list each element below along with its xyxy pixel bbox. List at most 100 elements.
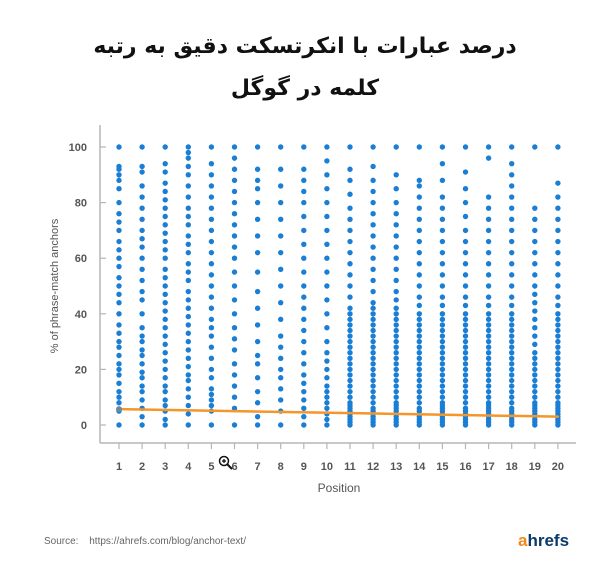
data-point bbox=[439, 377, 446, 384]
y-tick-label: 40 bbox=[75, 309, 87, 321]
data-point bbox=[509, 227, 515, 234]
data-point bbox=[347, 177, 353, 184]
data-point bbox=[185, 172, 191, 178]
data-point bbox=[370, 383, 376, 389]
data-point bbox=[231, 199, 238, 206]
data-point bbox=[301, 422, 307, 428]
data-point bbox=[393, 266, 399, 273]
data-point bbox=[509, 183, 515, 189]
data-point bbox=[370, 388, 376, 395]
data-point bbox=[185, 377, 191, 384]
data-point bbox=[254, 166, 261, 172]
data-point bbox=[231, 177, 238, 184]
data-point bbox=[532, 249, 538, 256]
data-point bbox=[393, 316, 399, 323]
data-point bbox=[301, 166, 307, 172]
data-point bbox=[439, 205, 446, 211]
data-point bbox=[116, 372, 122, 378]
data-point bbox=[301, 413, 307, 420]
data-point bbox=[370, 311, 376, 317]
data-point bbox=[462, 227, 469, 234]
data-point bbox=[208, 238, 215, 245]
y-tick-label: 20 bbox=[75, 364, 87, 376]
data-point bbox=[116, 400, 122, 406]
data-point bbox=[324, 338, 330, 345]
data-point bbox=[370, 222, 376, 228]
data-point bbox=[278, 199, 284, 206]
data-point bbox=[254, 177, 261, 184]
data-point bbox=[278, 422, 284, 428]
data-point bbox=[532, 144, 538, 150]
data-point bbox=[462, 213, 469, 220]
data-point bbox=[416, 394, 422, 400]
data-point bbox=[416, 377, 422, 384]
data-point bbox=[370, 211, 376, 217]
data-point bbox=[185, 402, 191, 409]
data-point bbox=[393, 311, 399, 317]
data-point bbox=[301, 350, 307, 356]
data-point bbox=[393, 211, 399, 217]
data-point bbox=[485, 355, 492, 361]
data-point bbox=[208, 344, 215, 350]
data-point bbox=[485, 249, 492, 256]
data-point bbox=[555, 283, 561, 289]
data-point bbox=[532, 325, 538, 331]
data-point bbox=[301, 177, 307, 184]
data-point bbox=[162, 388, 168, 395]
data-point bbox=[231, 244, 238, 250]
data-point bbox=[185, 163, 191, 170]
data-point bbox=[393, 333, 399, 339]
data-point bbox=[370, 338, 376, 345]
data-point bbox=[162, 402, 168, 409]
data-point bbox=[485, 344, 492, 350]
data-point bbox=[439, 388, 446, 395]
data-point bbox=[416, 316, 422, 323]
data-point bbox=[439, 249, 446, 256]
data-point bbox=[278, 299, 284, 306]
ahrefs-logo: ahrefs bbox=[518, 531, 569, 551]
data-point bbox=[555, 383, 561, 389]
data-point bbox=[532, 388, 538, 395]
data-point bbox=[231, 233, 238, 239]
data-point bbox=[393, 277, 399, 284]
data-point bbox=[185, 338, 191, 345]
y-tick-label: 80 bbox=[75, 198, 87, 210]
data-point bbox=[393, 400, 399, 406]
data-point bbox=[370, 233, 376, 239]
data-point bbox=[393, 355, 399, 361]
data-point bbox=[324, 199, 330, 206]
data-point bbox=[162, 180, 168, 186]
data-point bbox=[185, 305, 191, 311]
data-point bbox=[532, 383, 538, 389]
data-point bbox=[162, 383, 168, 389]
data-point bbox=[301, 283, 307, 289]
trend-line bbox=[117, 407, 560, 418]
data-point bbox=[347, 249, 353, 256]
data-point bbox=[439, 327, 446, 334]
x-tick-label: 5 bbox=[208, 461, 214, 473]
data-point bbox=[439, 400, 446, 406]
chart-subtitle: کلمه در گوگل bbox=[230, 76, 380, 101]
data-point bbox=[416, 327, 422, 334]
data-point bbox=[324, 269, 330, 275]
data-point bbox=[231, 222, 238, 228]
data-point bbox=[555, 338, 561, 345]
data-point bbox=[555, 302, 561, 309]
data-point bbox=[485, 205, 492, 211]
data-point bbox=[139, 311, 145, 317]
data-point bbox=[278, 144, 284, 150]
data-point bbox=[324, 297, 330, 303]
data-point bbox=[301, 316, 307, 323]
data-point bbox=[416, 383, 422, 389]
y-axis-label: % of phrase-match anchors bbox=[49, 218, 61, 353]
data-point bbox=[254, 199, 261, 206]
data-point bbox=[185, 261, 191, 267]
data-point bbox=[555, 388, 561, 395]
data-point bbox=[439, 160, 446, 167]
data-point bbox=[509, 144, 515, 150]
data-point bbox=[462, 249, 469, 256]
data-point bbox=[116, 247, 122, 253]
data-point bbox=[439, 322, 446, 328]
data-point bbox=[139, 397, 145, 403]
data-point bbox=[162, 308, 168, 314]
